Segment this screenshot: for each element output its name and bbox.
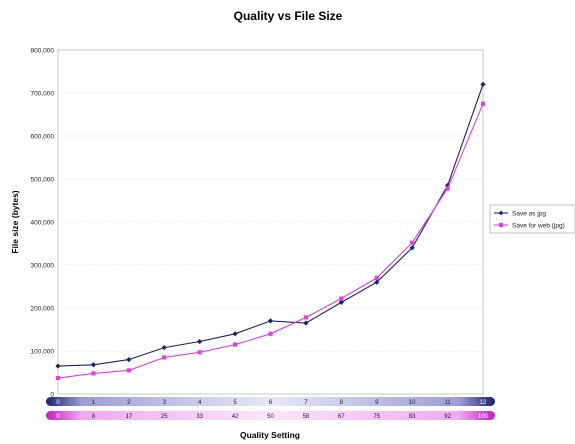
legend-marker (498, 210, 504, 216)
x-tick-label: 58 (303, 414, 310, 420)
x-band-secondary (46, 411, 495, 420)
y-tick-label: 100,000 (31, 348, 55, 355)
x-tick-label: 4 (198, 400, 202, 406)
x-tick-label: 33 (196, 414, 203, 420)
x-tick-label: 2 (127, 400, 131, 406)
x-tick-label: 50 (267, 414, 274, 420)
data-point (55, 375, 61, 381)
data-point (162, 355, 167, 360)
x-tick-label: 7 (304, 400, 308, 406)
data-point (232, 331, 238, 337)
y-axis-ticks: 0 100,000 200,000 300,000 400,000 500,000 600,… (31, 47, 55, 398)
y-tick-label: 500,000 (31, 176, 55, 183)
x-axis-bands: 0 1 2 3 4 5 6 7 8 9 10 11 120 8 17 25 33 42 50 58 67 75 83 92 10… (46, 397, 495, 420)
data-point (267, 318, 274, 324)
y-tick-label: 0 (50, 391, 54, 398)
series-lines (55, 81, 486, 381)
data-point (303, 315, 309, 320)
gridlines (58, 92, 483, 352)
y-tick-label: 600,000 (31, 133, 55, 140)
data-point (410, 240, 415, 245)
y-tick-label: 800,000 (31, 47, 55, 54)
x-tick-label: 9 (375, 400, 379, 406)
data-point (374, 275, 379, 280)
data-point (126, 357, 132, 363)
legend-box (489, 204, 575, 234)
x-tick-label: 8 (92, 414, 96, 420)
legend-label: Save as jpg (512, 210, 546, 217)
x-tick-label: 10 (409, 400, 416, 406)
x-tick-label: 92 (444, 414, 451, 420)
data-point (161, 344, 167, 351)
data-point (55, 363, 61, 369)
x-tick-label: 100 (478, 414, 489, 420)
x-tick-label: 0 (56, 414, 60, 420)
legend: Save as jpg Save for web (jpg) (489, 204, 575, 234)
data-point (303, 320, 309, 326)
data-point (480, 81, 486, 87)
x-tick-label: 83 (409, 414, 416, 420)
data-point (338, 299, 344, 306)
x-tick-label: 3 (163, 400, 167, 406)
x-tick-label: 6 (269, 400, 273, 406)
x-tick-label: 75 (373, 414, 380, 420)
y-tick-label: 300,000 (31, 262, 55, 269)
y-tick-label: 400,000 (31, 219, 55, 226)
data-point (339, 296, 344, 301)
x-axis-title: Quality Setting (240, 430, 300, 440)
x-tick-label: 12 (480, 400, 487, 406)
data-point (197, 350, 202, 355)
legend-marker (499, 223, 503, 227)
x-tick-label: 1 (92, 400, 96, 406)
data-point (232, 342, 238, 347)
x-tick-label: 0 (56, 400, 60, 406)
x-band-primary (46, 397, 495, 406)
x-tick-label: 8 (340, 400, 344, 406)
data-point (197, 338, 203, 345)
chart-title: Quality vs File Size (234, 9, 343, 23)
x-tick-label: 25 (161, 414, 168, 420)
x-tick-label: 42 (232, 414, 239, 420)
data-point (268, 331, 273, 336)
x-tick-label: 11 (444, 400, 451, 406)
x-tick-label: 5 (233, 400, 237, 406)
x-tick-label: 67 (338, 414, 345, 420)
y-tick-label: 200,000 (31, 305, 55, 312)
data-point (374, 279, 380, 285)
data-point (409, 245, 415, 251)
data-point (91, 371, 96, 376)
data-point (480, 101, 486, 106)
data-point (90, 362, 97, 368)
y-tick-label: 700,000 (31, 90, 55, 97)
data-point (445, 186, 450, 191)
data-point (126, 368, 131, 373)
y-axis-title: File size (bytes) (10, 190, 20, 253)
legend-label: Save for web (jpg) (512, 222, 565, 229)
x-tick-label: 17 (125, 414, 132, 420)
